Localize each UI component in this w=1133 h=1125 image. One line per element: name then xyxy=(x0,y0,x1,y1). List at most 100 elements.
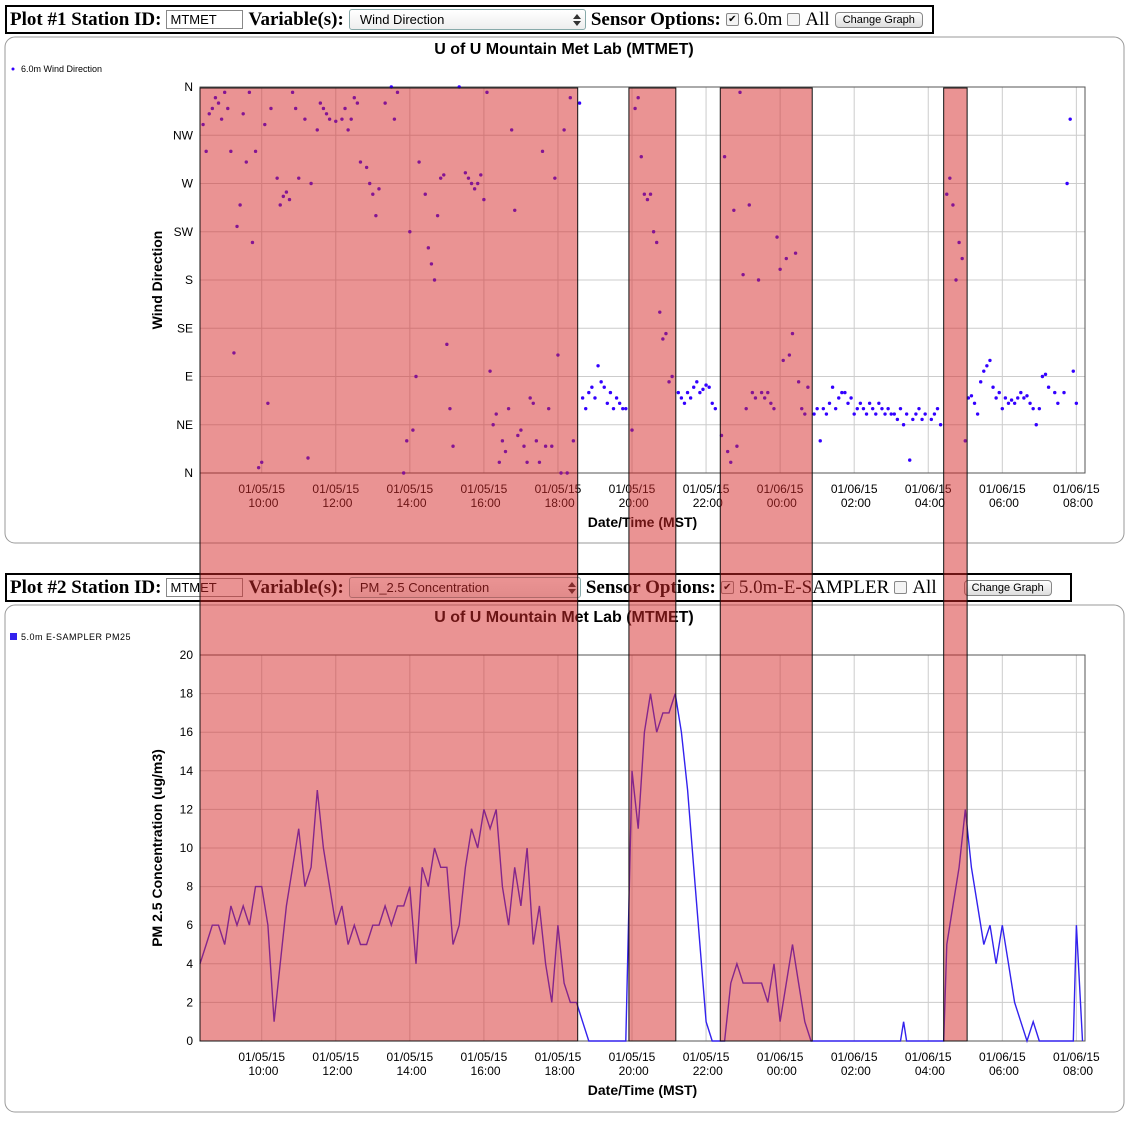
sensor-checkbox[interactable]: ✔ xyxy=(720,581,734,594)
legend-label: 6.0m Wind Direction xyxy=(21,64,102,74)
y-tick-label: 16 xyxy=(180,725,194,739)
data-point xyxy=(284,190,289,194)
data-point xyxy=(1068,117,1072,121)
data-point xyxy=(568,96,572,100)
data-point xyxy=(457,85,461,89)
data-point xyxy=(559,471,563,475)
data-point xyxy=(707,385,711,389)
x-axis-title: Date/Time (MST) xyxy=(588,514,697,530)
data-point xyxy=(908,458,912,462)
data-point xyxy=(633,106,637,111)
data-point xyxy=(377,187,381,191)
data-point xyxy=(969,394,974,398)
x-tick-label: 01/06/15 04:00 xyxy=(905,482,952,510)
data-point xyxy=(238,203,242,207)
y-tick-label: N xyxy=(184,80,193,94)
data-point xyxy=(364,165,369,170)
data-point xyxy=(883,412,887,416)
data-point xyxy=(204,149,208,154)
y-tick-label: 4 xyxy=(186,957,193,971)
data-point xyxy=(303,117,307,121)
data-point xyxy=(614,396,619,400)
data-point xyxy=(753,396,758,400)
y-tick-label: 2 xyxy=(186,995,193,1009)
data-point xyxy=(423,192,427,196)
data-point xyxy=(938,423,943,427)
variable-value: PM_2.5 Concentration xyxy=(359,580,490,595)
data-point xyxy=(858,401,863,406)
station-input[interactable]: MTMET xyxy=(166,578,244,597)
data-point xyxy=(235,224,239,229)
data-point xyxy=(994,396,998,400)
data-point xyxy=(837,396,841,400)
change-graph-button[interactable]: Change Graph xyxy=(834,11,923,28)
x-tick-label: 01/06/15 02:00 xyxy=(831,1050,878,1078)
data-point xyxy=(553,176,557,180)
data-point xyxy=(991,385,995,389)
data-point xyxy=(531,401,535,406)
y-tick-label: 18 xyxy=(180,687,194,701)
x-tick-label: 01/05/15 10:00 xyxy=(238,1050,285,1078)
data-point xyxy=(352,96,356,100)
data-point xyxy=(670,374,674,379)
data-point xyxy=(778,267,782,271)
data-point xyxy=(1022,396,1026,400)
x-tick-label: 01/06/15 02:00 xyxy=(831,482,878,510)
x-tick-label: 01/06/15 06:00 xyxy=(979,1050,1026,1078)
data-point xyxy=(383,101,387,105)
data-point xyxy=(281,194,286,199)
data-point xyxy=(1016,396,1020,400)
sensor-checkbox[interactable]: ✔ xyxy=(725,13,739,26)
data-point xyxy=(241,112,245,116)
data-point xyxy=(306,456,310,460)
data-point xyxy=(781,358,785,363)
data-point xyxy=(1006,401,1011,406)
data-point xyxy=(744,406,748,411)
all-checkbox[interactable] xyxy=(894,581,908,594)
data-point xyxy=(355,101,360,105)
data-point xyxy=(824,412,829,416)
data-point xyxy=(392,117,397,121)
variable-select[interactable]: PM_2.5 Concentration xyxy=(348,577,581,598)
data-point xyxy=(988,358,992,363)
data-point xyxy=(830,385,835,389)
data-point xyxy=(648,192,653,196)
variable-select[interactable]: Wind Direction xyxy=(348,9,586,30)
data-point xyxy=(963,439,967,443)
data-point xyxy=(935,406,940,411)
data-point xyxy=(651,230,656,234)
data-point xyxy=(506,406,511,411)
data-point xyxy=(593,396,597,400)
data-point xyxy=(442,173,446,177)
data-point xyxy=(787,353,792,357)
data-point xyxy=(321,106,326,111)
data-point xyxy=(790,331,795,336)
data-point xyxy=(244,160,248,164)
all-checkbox[interactable] xyxy=(787,13,801,26)
legend-marker xyxy=(11,67,15,71)
data-point xyxy=(1046,385,1051,389)
data-point xyxy=(889,412,893,416)
sensor-label: Sensor Options: xyxy=(590,8,721,30)
data-point xyxy=(226,106,230,111)
station-input[interactable]: MTMET xyxy=(166,10,244,29)
all-option: All xyxy=(805,8,830,30)
data-point xyxy=(945,192,949,196)
y-tick-label: 20 xyxy=(180,648,194,662)
data-point xyxy=(528,396,532,400)
y-tick-label: 10 xyxy=(180,841,194,855)
x-tick-label: 01/05/15 12:00 xyxy=(312,482,359,510)
data-point xyxy=(401,471,406,475)
data-point xyxy=(688,396,693,400)
data-point xyxy=(642,192,647,196)
data-point xyxy=(438,176,443,180)
data-point xyxy=(920,417,924,422)
data-point xyxy=(611,406,616,411)
data-point xyxy=(222,90,227,95)
data-point xyxy=(806,385,810,389)
x-tick-label: 01/05/15 16:00 xyxy=(461,1050,508,1078)
data-point xyxy=(1043,372,1048,377)
data-point xyxy=(318,101,323,105)
change-graph-button[interactable]: Change Graph xyxy=(963,579,1052,596)
